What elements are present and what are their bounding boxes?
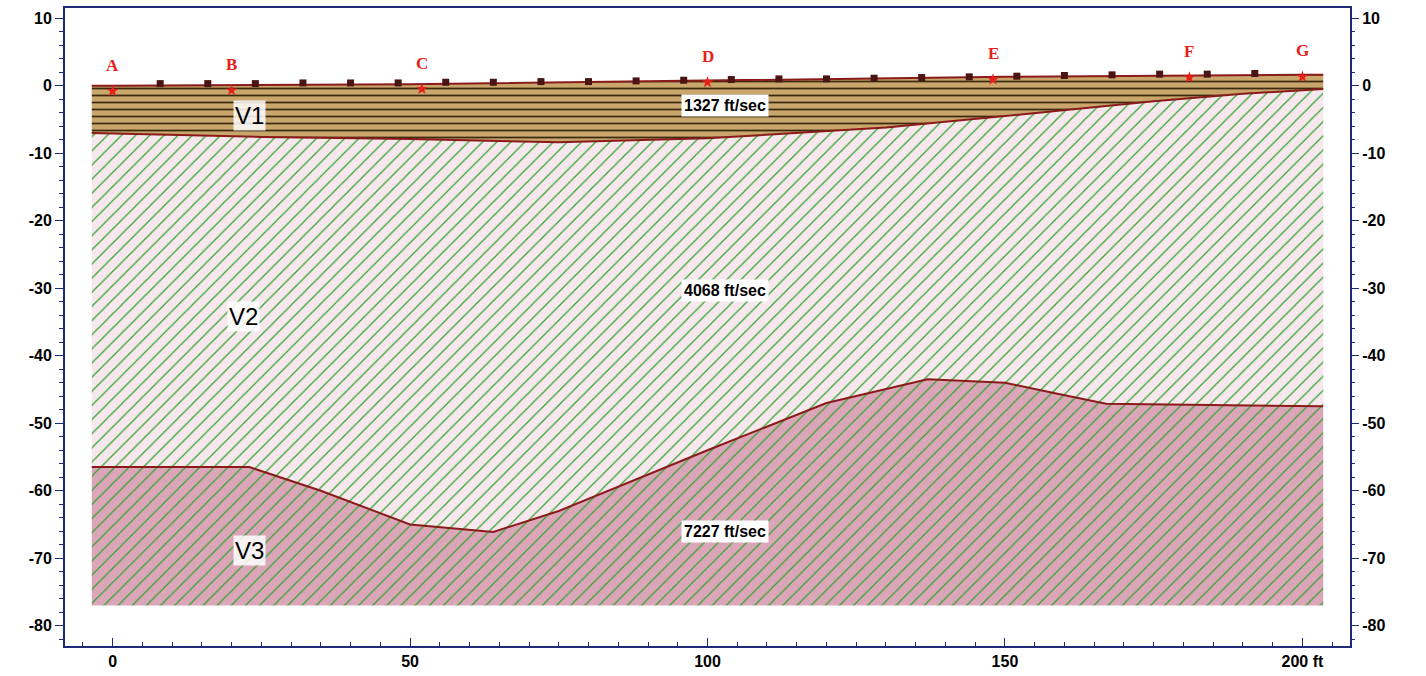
svg-text:A: A (106, 56, 119, 75)
svg-text:D: D (702, 47, 714, 66)
svg-text:-50: -50 (1362, 415, 1385, 432)
svg-text:B: B (226, 55, 237, 74)
svg-text:E: E (988, 44, 999, 63)
svg-text:4068 ft/sec: 4068 ft/sec (684, 282, 766, 299)
svg-text:-40: -40 (29, 347, 52, 364)
svg-text:200 ft: 200 ft (1282, 653, 1324, 670)
svg-text:0: 0 (43, 77, 52, 94)
svg-text:7227 ft/sec: 7227 ft/sec (684, 523, 766, 540)
svg-text:G: G (1296, 41, 1309, 60)
svg-text:10: 10 (1362, 10, 1380, 27)
svg-text:-80: -80 (29, 617, 52, 634)
svg-text:-30: -30 (29, 280, 52, 297)
svg-text:0: 0 (1362, 77, 1371, 94)
svg-text:-10: -10 (29, 145, 52, 162)
svg-text:150: 150 (992, 653, 1019, 670)
svg-text:-50: -50 (29, 415, 52, 432)
svg-text:-10: -10 (1362, 145, 1385, 162)
svg-text:-20: -20 (1362, 212, 1385, 229)
svg-text:-40: -40 (1362, 347, 1385, 364)
svg-text:-70: -70 (29, 550, 52, 567)
svg-text:-30: -30 (1362, 280, 1385, 297)
svg-text:10: 10 (34, 10, 52, 27)
svg-text:100: 100 (694, 653, 721, 670)
svg-text:F: F (1184, 42, 1194, 61)
svg-text:-60: -60 (29, 482, 52, 499)
svg-text:V1: V1 (235, 102, 264, 129)
svg-text:-80: -80 (1362, 617, 1385, 634)
svg-text:-60: -60 (1362, 482, 1385, 499)
svg-text:C: C (416, 54, 428, 73)
svg-text:V3: V3 (235, 537, 264, 564)
svg-text:-20: -20 (29, 212, 52, 229)
svg-text:0: 0 (108, 653, 117, 670)
svg-text:-70: -70 (1362, 550, 1385, 567)
svg-text:1327 ft/sec: 1327 ft/sec (684, 97, 766, 114)
svg-text:V2: V2 (229, 303, 258, 330)
svg-text:50: 50 (401, 653, 419, 670)
